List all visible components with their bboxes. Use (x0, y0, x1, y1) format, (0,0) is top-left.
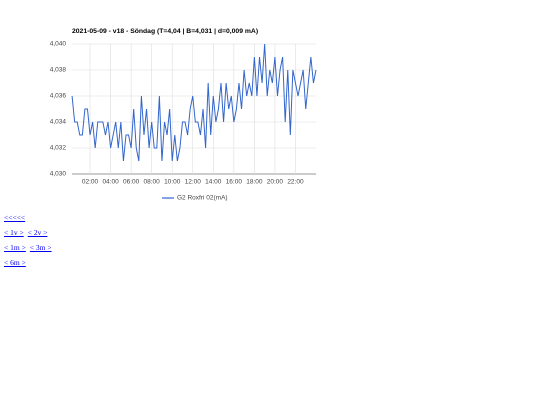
nav-link[interactable]: < 1v > (4, 228, 24, 237)
y-tick-label: 4,040 (50, 41, 67, 48)
legend-label: G2 Roxfri 02(mA) (177, 195, 228, 202)
link-row: < 1v > < 2v > (4, 228, 56, 243)
x-tick-label: 22:00 (287, 179, 304, 186)
nav-link[interactable]: <<<<< (4, 213, 26, 222)
y-tick-label: 4,034 (50, 119, 67, 126)
x-tick-label: 14:00 (205, 179, 222, 186)
link-row: <<<<< (4, 213, 56, 228)
x-tick-label: 10:00 (164, 179, 181, 186)
x-tick-label: 02:00 (82, 179, 99, 186)
x-tick-label: 18:00 (246, 179, 263, 186)
link-row: < 1m > < 3m > (4, 243, 56, 258)
x-tick-label: 06:00 (123, 179, 140, 186)
data-line (71, 43, 317, 162)
x-tick-label: 08:00 (144, 179, 161, 186)
x-tick-label: 04:00 (102, 179, 119, 186)
chart: 2021-05-09 - v18 - Söndag (T=4,04 | B=4,… (50, 28, 317, 202)
x-tick-label: 16:00 (226, 179, 243, 186)
nav-link[interactable]: < 1m > (4, 243, 26, 252)
y-tick-label: 4,032 (50, 145, 67, 152)
x-tick-label: 12:00 (185, 179, 202, 186)
y-tick-label: 4,030 (50, 171, 67, 178)
nav-link[interactable]: < 6m > (4, 258, 26, 267)
link-row: < 6m > (4, 258, 56, 273)
x-tick-label: 20:00 (267, 179, 284, 186)
nav-link[interactable]: < 3m > (29, 243, 52, 252)
nav-link[interactable]: < 2v > (27, 228, 48, 237)
chart-title: 2021-05-09 - v18 - Söndag (T=4,04 | B=4,… (72, 28, 258, 35)
y-tick-label: 4,036 (50, 93, 67, 100)
y-tick-label: 4,038 (50, 67, 67, 74)
nav-links: <<<<< < 1v > < 2v > < 1m > < 3m > < 6m > (4, 213, 56, 273)
